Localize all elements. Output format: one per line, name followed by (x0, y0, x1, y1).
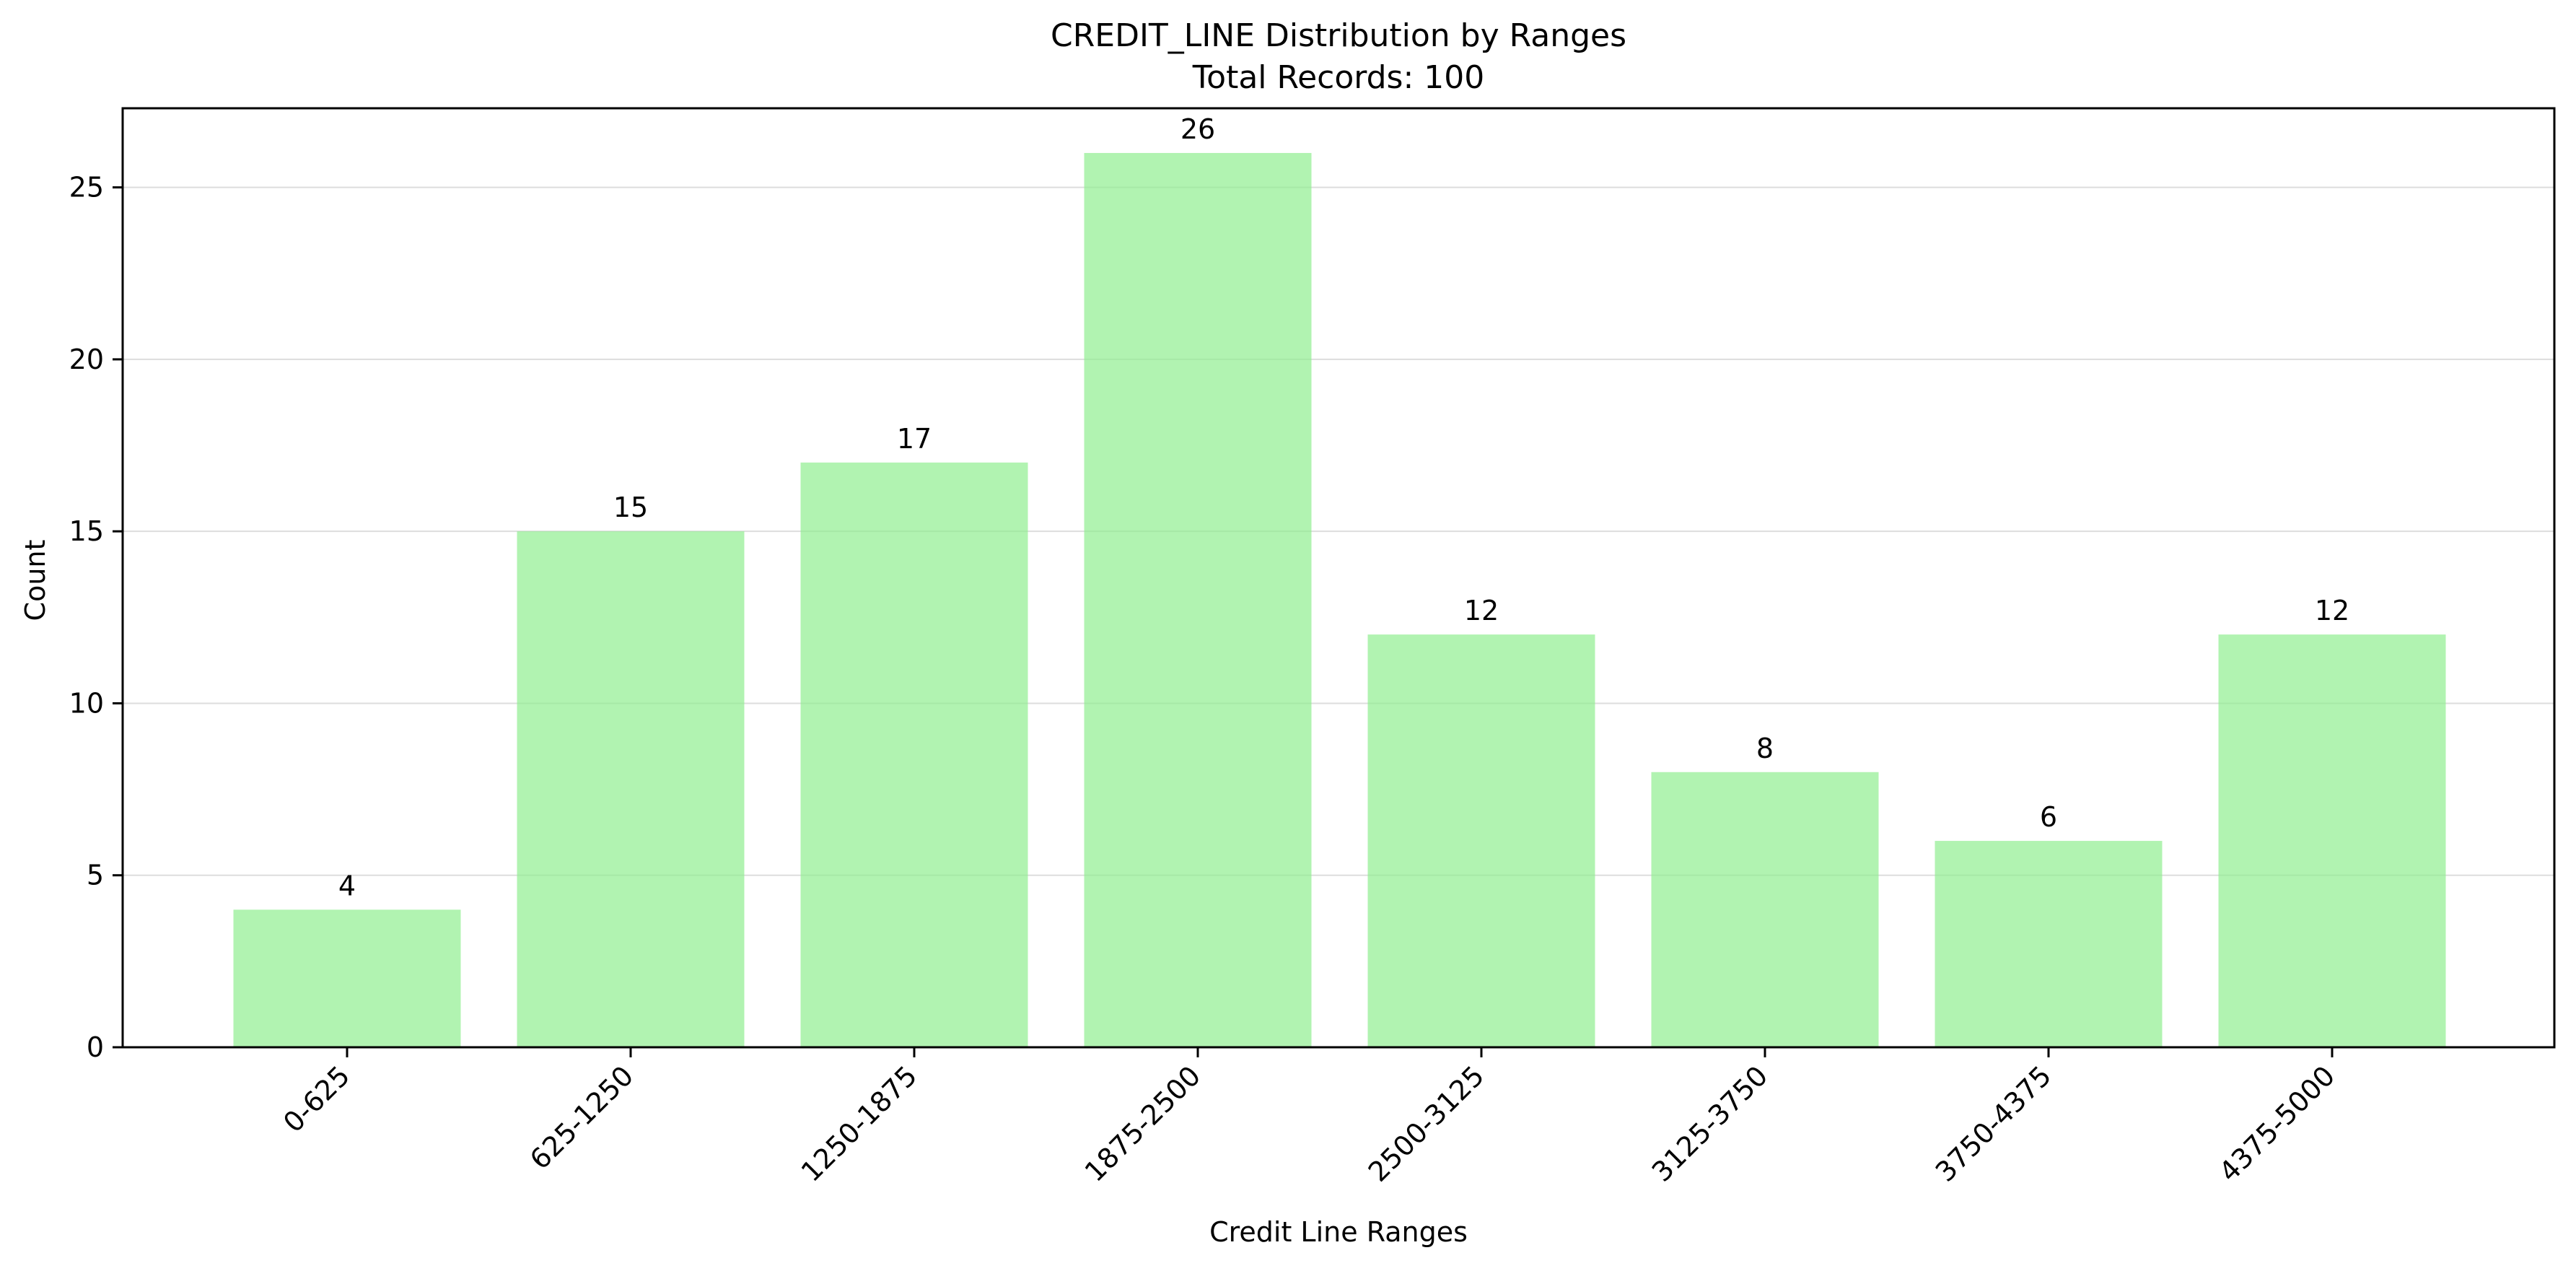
value-label-1875-2500: 26 (1180, 113, 1215, 145)
bar-4375-5000 (2218, 634, 2446, 1047)
value-label-2500-3125: 12 (1464, 595, 1499, 626)
bar-2500-3125 (1367, 634, 1595, 1047)
y-tick-label: 20 (69, 344, 104, 375)
bar-3750-4375 (1935, 841, 2163, 1047)
plot-frame (121, 107, 2556, 1049)
value-label-0-625: 4 (338, 870, 356, 901)
value-label-3125-3750: 8 (1756, 733, 1774, 764)
chart-title: CREDIT_LINE Distribution by Ranges (1051, 17, 1626, 54)
y-tick-label: 5 (87, 860, 104, 891)
y-tick-label: 0 (87, 1031, 104, 1063)
bar-0-625 (233, 909, 461, 1047)
y-tick-label: 25 (69, 172, 104, 204)
bars (233, 152, 2446, 1047)
chart-subtitle: Total Records: 100 (1192, 59, 1485, 96)
bar-1875-2500 (1084, 152, 1312, 1047)
y-axis-label: Count (19, 540, 51, 621)
x-axis-label: Credit Line Ranges (1209, 1216, 1468, 1248)
bar-3125-3750 (1651, 772, 1879, 1047)
value-labels: 4 15 17 26 12 8 6 12 (338, 113, 2349, 901)
value-label-4375-5000: 12 (2315, 595, 2349, 626)
y-tick-label: 15 (69, 515, 104, 547)
value-label-625-1250: 15 (613, 492, 648, 523)
bar-1250-1875 (800, 462, 1028, 1047)
value-label-1250-1875: 17 (897, 423, 932, 455)
y-tick-label: 10 (69, 687, 104, 719)
y-axis-ticks: 0 5 10 15 20 25 (69, 172, 123, 1063)
bar-625-1250 (517, 531, 745, 1047)
value-label-3750-4375: 6 (2040, 801, 2057, 833)
